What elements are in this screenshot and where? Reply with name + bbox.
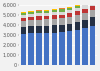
Bar bbox=[75, 30, 80, 65]
Bar bbox=[44, 10, 49, 11]
Bar bbox=[90, 10, 95, 17]
Bar bbox=[36, 13, 42, 16]
Bar bbox=[67, 7, 72, 8]
Bar bbox=[21, 21, 26, 27]
Bar bbox=[82, 5, 88, 9]
Bar bbox=[28, 11, 34, 12]
Bar bbox=[44, 16, 49, 19]
Bar bbox=[67, 31, 72, 65]
Bar bbox=[44, 26, 49, 33]
Bar bbox=[82, 9, 88, 13]
Bar bbox=[28, 20, 34, 26]
Bar bbox=[28, 14, 34, 17]
Bar bbox=[90, 0, 95, 2]
Bar bbox=[59, 25, 65, 32]
Bar bbox=[44, 33, 49, 65]
Bar bbox=[75, 4, 80, 5]
Bar bbox=[21, 15, 26, 18]
Bar bbox=[82, 28, 88, 65]
Bar bbox=[52, 12, 57, 15]
Bar bbox=[28, 26, 34, 34]
Bar bbox=[36, 16, 42, 20]
Bar bbox=[59, 8, 65, 9]
Bar bbox=[21, 12, 26, 13]
Bar bbox=[75, 15, 80, 22]
Bar bbox=[36, 10, 42, 11]
Bar bbox=[90, 6, 95, 10]
Bar bbox=[59, 9, 65, 12]
Bar bbox=[90, 26, 95, 65]
Bar bbox=[52, 33, 57, 65]
Bar bbox=[67, 13, 72, 17]
Bar bbox=[75, 22, 80, 30]
Bar bbox=[28, 12, 34, 14]
Bar bbox=[67, 24, 72, 31]
Bar bbox=[52, 15, 57, 19]
Bar bbox=[44, 11, 49, 13]
Bar bbox=[75, 6, 80, 8]
Bar bbox=[75, 8, 80, 11]
Bar bbox=[67, 8, 72, 10]
Bar bbox=[82, 20, 88, 28]
Bar bbox=[67, 10, 72, 13]
Bar bbox=[36, 11, 42, 13]
Bar bbox=[21, 13, 26, 15]
Bar bbox=[59, 18, 65, 25]
Bar bbox=[44, 19, 49, 26]
Bar bbox=[52, 9, 57, 10]
Bar bbox=[75, 11, 80, 15]
Bar bbox=[67, 17, 72, 24]
Bar bbox=[52, 10, 57, 12]
Bar bbox=[59, 15, 65, 18]
Bar bbox=[52, 19, 57, 25]
Bar bbox=[82, 13, 88, 20]
Bar bbox=[44, 13, 49, 16]
Bar bbox=[28, 17, 34, 20]
Bar bbox=[21, 27, 26, 34]
Bar bbox=[36, 20, 42, 26]
Bar bbox=[21, 34, 26, 65]
Bar bbox=[52, 25, 57, 33]
Bar bbox=[36, 33, 42, 65]
Bar bbox=[82, 2, 88, 3]
Bar bbox=[28, 34, 34, 65]
Bar bbox=[82, 3, 88, 5]
Bar bbox=[90, 2, 95, 6]
Bar bbox=[90, 17, 95, 26]
Bar bbox=[36, 26, 42, 33]
Bar bbox=[75, 5, 80, 6]
Bar bbox=[21, 18, 26, 21]
Bar bbox=[59, 12, 65, 15]
Bar bbox=[59, 32, 65, 65]
